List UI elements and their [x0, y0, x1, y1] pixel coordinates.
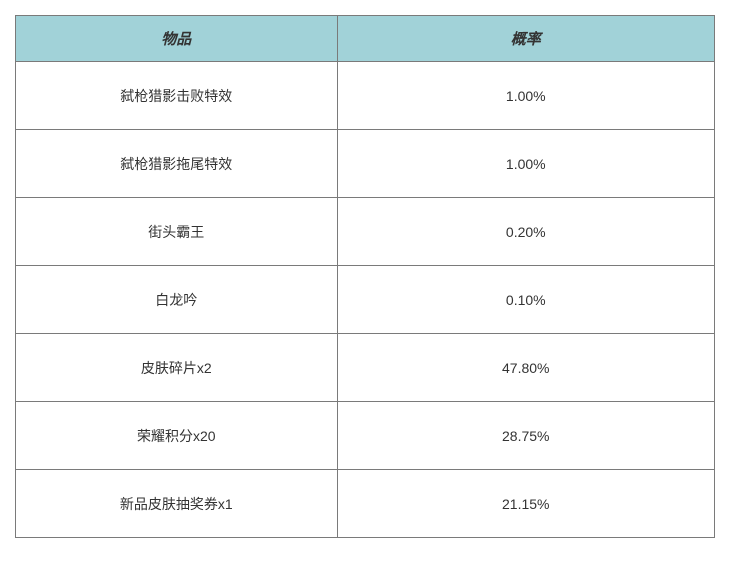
- cell-rate: 1.00%: [337, 62, 714, 130]
- header-item: 物品: [16, 16, 338, 62]
- table-row: 街头霸王 0.20%: [16, 198, 715, 266]
- table-row: 弑枪猎影拖尾特效 1.00%: [16, 130, 715, 198]
- table-row: 白龙吟 0.10%: [16, 266, 715, 334]
- cell-rate: 0.20%: [337, 198, 714, 266]
- table-row: 弑枪猎影击败特效 1.00%: [16, 62, 715, 130]
- header-rate: 概率: [337, 16, 714, 62]
- cell-rate: 0.10%: [337, 266, 714, 334]
- cell-item: 新品皮肤抽奖券x1: [16, 470, 338, 538]
- cell-rate: 1.00%: [337, 130, 714, 198]
- cell-item: 弑枪猎影拖尾特效: [16, 130, 338, 198]
- probability-table: 物品 概率 弑枪猎影击败特效 1.00% 弑枪猎影拖尾特效 1.00% 街头霸王…: [15, 15, 715, 538]
- cell-item: 荣耀积分x20: [16, 402, 338, 470]
- cell-rate: 28.75%: [337, 402, 714, 470]
- cell-rate: 21.15%: [337, 470, 714, 538]
- cell-rate: 47.80%: [337, 334, 714, 402]
- table-header-row: 物品 概率: [16, 16, 715, 62]
- cell-item: 弑枪猎影击败特效: [16, 62, 338, 130]
- cell-item: 街头霸王: [16, 198, 338, 266]
- cell-item: 白龙吟: [16, 266, 338, 334]
- cell-item: 皮肤碎片x2: [16, 334, 338, 402]
- table-row: 荣耀积分x20 28.75%: [16, 402, 715, 470]
- table-row: 皮肤碎片x2 47.80%: [16, 334, 715, 402]
- table-row: 新品皮肤抽奖券x1 21.15%: [16, 470, 715, 538]
